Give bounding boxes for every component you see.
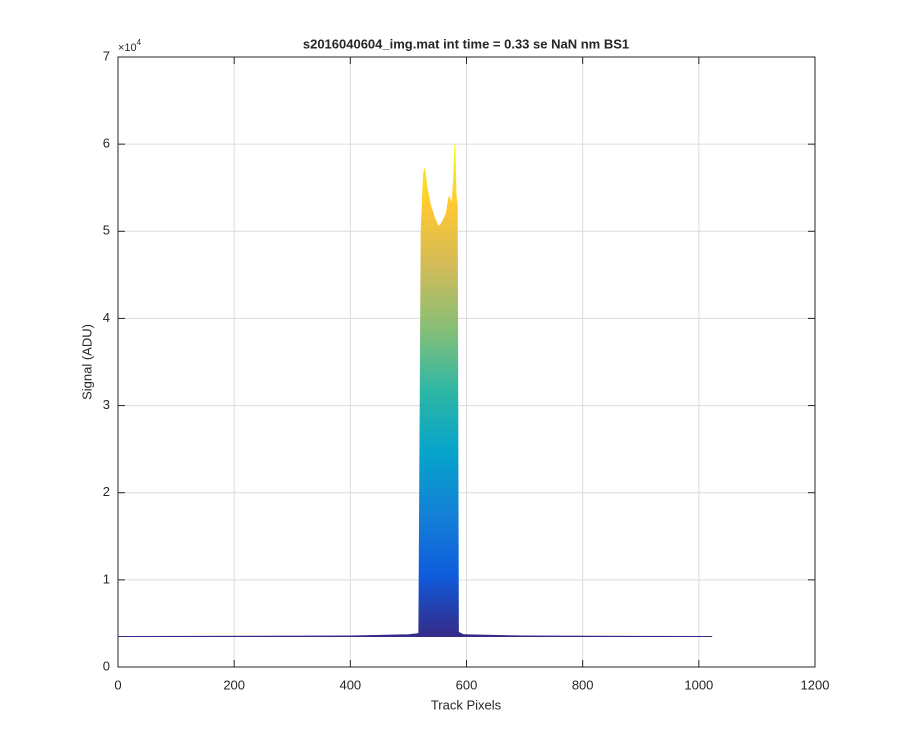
y-tick-label: 4 bbox=[103, 310, 110, 325]
y-tick-label: 6 bbox=[103, 136, 110, 151]
y-tick-label: 1 bbox=[103, 571, 110, 586]
x-tick-label: 200 bbox=[223, 677, 245, 692]
x-axis-label: Track Pixels bbox=[431, 697, 502, 712]
axes-box bbox=[117, 56, 816, 668]
x-tick-label: 1000 bbox=[684, 677, 713, 692]
y-tick-label: 5 bbox=[103, 223, 110, 238]
signal-area bbox=[117, 144, 713, 637]
multiplier-base: ×10 bbox=[118, 42, 137, 54]
x-tick-label: 400 bbox=[339, 677, 361, 692]
chart-title: s2016040604_img.mat int time = 0.33 se N… bbox=[303, 36, 629, 51]
x-tick-label: 0 bbox=[114, 677, 121, 692]
multiplier-exponent: 4 bbox=[137, 38, 142, 47]
y-multiplier: ×104 bbox=[118, 38, 142, 54]
y-tick-label: 2 bbox=[103, 484, 110, 499]
x-tick-label: 1200 bbox=[801, 677, 830, 692]
x-tick-label: 600 bbox=[456, 677, 478, 692]
y-tick-label: 3 bbox=[103, 397, 110, 412]
y-tick-label: 0 bbox=[103, 658, 110, 673]
y-tick-label: 7 bbox=[103, 48, 110, 63]
y-axis-label: Signal (ADU) bbox=[79, 324, 94, 400]
x-tick-label: 800 bbox=[572, 677, 594, 692]
